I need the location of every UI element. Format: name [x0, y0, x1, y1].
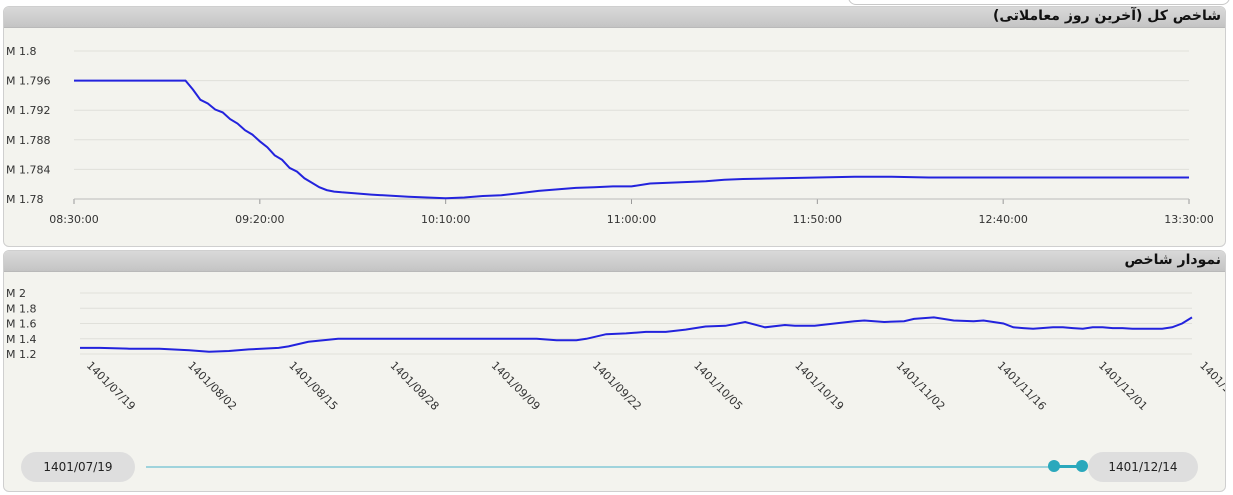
intraday-x-tick-label: 11:00:00	[607, 213, 656, 226]
history-x-tick-label: 1401/08/28	[387, 359, 441, 413]
intraday-x-tick-label: 11:50:00	[793, 213, 842, 226]
intraday-y-tick-label: M 1.796	[6, 75, 50, 88]
history-x-tick-label: 1401/07/19	[84, 359, 138, 413]
intraday-y-tick-label: M 1.792	[6, 104, 50, 117]
intraday-y-tick-label: M 1.8	[6, 45, 36, 58]
range-slider-selection[interactable]	[1054, 465, 1082, 468]
history-x-tick-label: 1401/12/01	[1096, 359, 1150, 413]
history-x-tick-label: 1401/11/16	[995, 359, 1049, 413]
range-start-label[interactable]: 1401/07/19	[21, 452, 135, 482]
history-y-tick-label: M 1.6	[6, 318, 36, 331]
intraday-x-tick-label: 08:30:00	[49, 213, 98, 226]
intraday-panel-title: شاخص کل (آخرین روز معاملاتی)	[993, 8, 1221, 24]
intraday-index-panel: شاخص کل (آخرین روز معاملاتی) M 1.78 M 1.7…	[3, 6, 1226, 247]
intraday-x-tick-label: 12:40:00	[978, 213, 1027, 226]
intraday-index-series-line	[74, 79, 1189, 200]
top-tab-edge	[848, 0, 1230, 5]
history-x-tick-label: 1401/10/19	[792, 359, 846, 413]
history-x-tick-label: 1401/10/05	[691, 359, 745, 413]
history-x-tick-label: 1401/09/22	[590, 359, 644, 413]
history-panel-header: نمودار شاخص	[4, 251, 1225, 272]
history-x-tick-label: 1401/08/15	[286, 359, 340, 413]
intraday-panel-header: شاخص کل (آخرین روز معاملاتی)	[4, 7, 1225, 28]
history-x-tick-label: 1401/09/09	[489, 359, 543, 413]
history-x-tick-label: 1401/12/14	[1197, 359, 1225, 413]
intraday-x-tick-label: 10:10:00	[421, 213, 470, 226]
intraday-x-tick-label: 09:20:00	[235, 213, 284, 226]
range-slider-left-handle[interactable]	[1048, 460, 1060, 472]
history-y-tick-label: M 1.8	[6, 302, 36, 315]
range-slider-track[interactable]	[146, 466, 1052, 468]
history-y-tick-label: M 1.4	[6, 333, 36, 346]
history-y-tick-label: M 1.2	[6, 348, 36, 361]
intraday-y-tick-label: M 1.784	[6, 163, 50, 176]
range-end-label[interactable]: 1401/12/14	[1088, 452, 1198, 482]
intraday-y-tick-label: M 1.78	[6, 193, 43, 206]
history-panel-title: نمودار شاخص	[1124, 252, 1221, 268]
history-x-tick-label: 1401/11/02	[893, 359, 947, 413]
history-index-series-line	[80, 316, 1193, 353]
range-slider-right-handle[interactable]	[1076, 460, 1088, 472]
history-x-tick-label: 1401/08/02	[185, 359, 239, 413]
history-y-tick-label: M 2	[6, 287, 26, 300]
intraday-line-chart: M 1.78 M 1.784 M 1.788 M 1.792 M 1.796 M 1.8 0…	[6, 45, 1214, 226]
index-history-panel: نمودار شاخص M 1.2 M 1.4 M 1.6 M 1.8 M 2 1401/…	[3, 250, 1226, 492]
intraday-y-tick-label: M 1.788	[6, 134, 50, 147]
history-line-chart: M 1.2 M 1.4 M 1.6 M 1.8 M 2 1401/07/19 1401/08…	[6, 287, 1225, 413]
intraday-x-tick-label: 13:30:00	[1164, 213, 1213, 226]
